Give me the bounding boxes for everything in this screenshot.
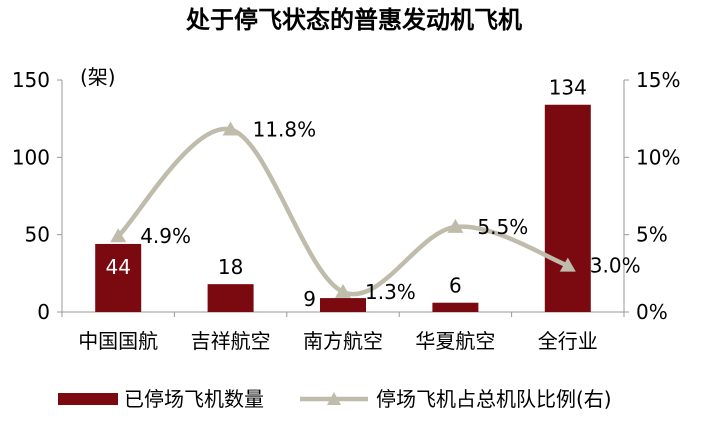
line-data-label: 5.5% — [477, 215, 528, 239]
line-markers — [110, 121, 576, 298]
left-tick-label: 0 — [37, 300, 50, 324]
bar-data-label: 9 — [303, 287, 316, 311]
line-data-label: 11.8% — [253, 117, 317, 141]
bar — [207, 284, 254, 312]
bar — [432, 302, 479, 312]
line-marker — [559, 257, 576, 272]
right-tick-label: 15% — [636, 68, 680, 92]
legend: 已停场飞机数量 停场飞机占总机队比例(右) — [58, 387, 612, 411]
line-marker — [222, 121, 239, 136]
right-tick-label: 5% — [636, 223, 668, 247]
line-data-label: 3.0% — [590, 254, 641, 278]
legend-bar-swatch — [58, 393, 118, 405]
bar-data-label: 18 — [218, 255, 243, 279]
category-label: 全行业 — [538, 329, 598, 353]
category-labels: 中国国航 吉祥航空 南方航空 华夏航空 全行业 — [61, 312, 625, 353]
ratio-line — [115, 126, 571, 297]
bar-data-labels: 44 18 9 6 134 — [105, 76, 586, 311]
left-axis-ticks: 0 50 100 150 — [12, 68, 62, 324]
category-label: 南方航空 — [303, 329, 383, 353]
bar-data-label: 134 — [549, 76, 587, 100]
category-label: 中国国航 — [78, 329, 158, 353]
line-marker — [335, 283, 351, 298]
line-marker — [110, 228, 127, 243]
bar-data-label: 6 — [449, 274, 462, 298]
right-tick-label: 10% — [636, 145, 680, 169]
right-tick-label: 0% — [636, 300, 668, 324]
category-label: 吉祥航空 — [191, 329, 271, 353]
bar — [544, 104, 591, 312]
line-data-label: 4.9% — [140, 224, 191, 248]
bar-series — [95, 104, 591, 312]
line-marker — [447, 218, 464, 233]
left-axis-unit: (架) — [80, 65, 116, 89]
legend-bar-label: 已停场飞机数量 — [124, 387, 264, 411]
left-tick-label: 100 — [12, 145, 50, 169]
left-tick-label: 150 — [12, 68, 50, 92]
legend-line-marker — [327, 392, 341, 405]
legend-line-label: 停场飞机占总机队比例(右) — [376, 387, 612, 411]
line-data-labels: 4.9% 11.8% 1.3% 5.5% 3.0% — [140, 117, 640, 303]
category-label: 华夏航空 — [415, 329, 495, 353]
bar — [95, 243, 142, 312]
right-axis-ticks: 0% 5% 10% 15% — [624, 68, 680, 324]
chart-title: 处于停飞状态的普惠发动机飞机 — [185, 6, 522, 34]
line-data-label: 1.3% — [365, 280, 416, 304]
bar — [320, 298, 366, 312]
left-tick-label: 50 — [25, 223, 50, 247]
bar-data-label: 44 — [105, 255, 130, 279]
